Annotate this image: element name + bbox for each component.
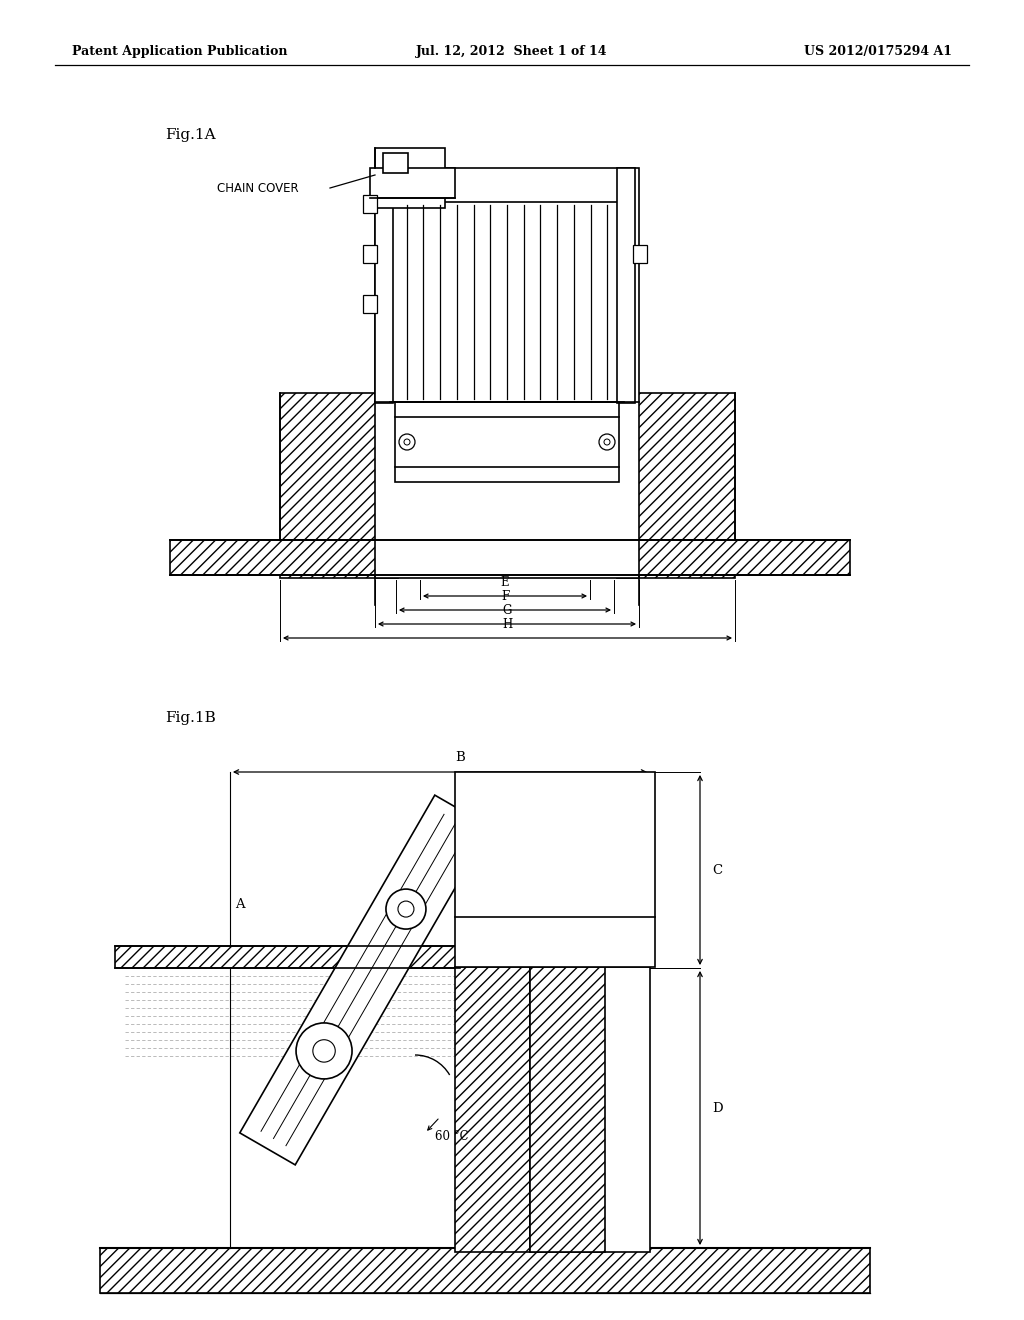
Bar xyxy=(170,540,850,576)
Bar xyxy=(115,946,460,968)
Bar xyxy=(362,246,377,263)
Text: US 2012/0175294 A1: US 2012/0175294 A1 xyxy=(804,45,952,58)
Text: H: H xyxy=(503,618,513,631)
Circle shape xyxy=(398,902,414,917)
Text: D: D xyxy=(712,1101,723,1114)
Circle shape xyxy=(399,434,415,450)
Text: G: G xyxy=(503,605,512,616)
Bar xyxy=(390,202,624,403)
Circle shape xyxy=(296,1023,352,1078)
Bar xyxy=(100,1247,870,1294)
Circle shape xyxy=(599,434,615,450)
Bar xyxy=(370,168,455,198)
Text: Fig.1A: Fig.1A xyxy=(165,128,216,143)
Bar xyxy=(362,195,377,213)
Polygon shape xyxy=(240,795,490,1164)
Text: CHAIN COVER: CHAIN COVER xyxy=(217,181,299,194)
Bar xyxy=(280,393,398,578)
Bar xyxy=(375,168,639,578)
Bar xyxy=(455,968,530,1251)
Bar xyxy=(375,168,393,403)
Bar xyxy=(617,168,635,403)
Bar xyxy=(383,153,408,173)
Bar xyxy=(633,246,647,263)
Text: C: C xyxy=(712,863,722,876)
Text: 60 °C: 60 °C xyxy=(435,1130,469,1143)
Text: Fig.1B: Fig.1B xyxy=(165,711,216,725)
Circle shape xyxy=(604,440,610,445)
Text: Jul. 12, 2012  Sheet 1 of 14: Jul. 12, 2012 Sheet 1 of 14 xyxy=(416,45,608,58)
Circle shape xyxy=(404,440,410,445)
Text: E: E xyxy=(501,576,509,589)
Text: B: B xyxy=(455,751,465,764)
Text: Patent Application Publication: Patent Application Publication xyxy=(72,45,288,58)
Bar xyxy=(375,148,445,209)
Bar xyxy=(617,393,735,578)
Circle shape xyxy=(313,1040,335,1063)
Bar xyxy=(362,294,377,313)
Text: F: F xyxy=(501,590,509,603)
Bar xyxy=(395,403,618,482)
Circle shape xyxy=(386,890,426,929)
Bar xyxy=(530,968,650,1251)
Bar xyxy=(530,968,605,1251)
Bar xyxy=(455,772,655,968)
Text: A: A xyxy=(236,899,245,912)
